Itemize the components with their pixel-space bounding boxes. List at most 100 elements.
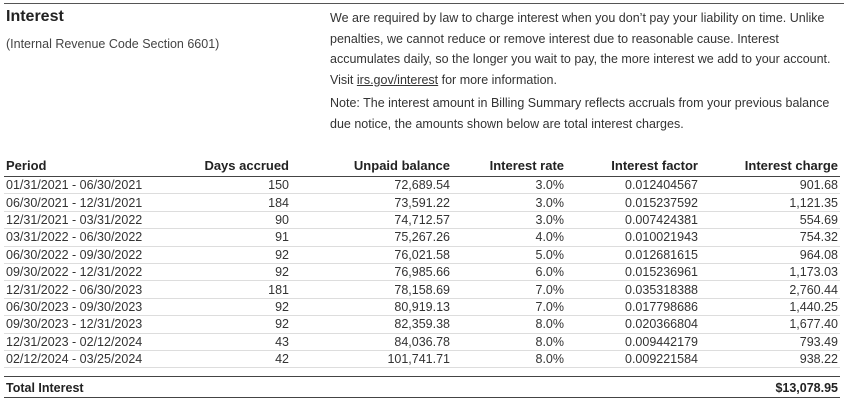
table-cell: 0.012681615 [566,246,700,264]
link[interactable]: irs.gov/interest [356,72,439,87]
table-cell: 0.035318388 [566,280,700,299]
table-cell: 0.015236961 [566,263,700,282]
table-cell: 06/30/2021 - 12/31/2021 [4,193,171,212]
table-cell: 09/30/2022 - 12/31/2022 [4,263,171,282]
column-header: Interest charge [700,156,840,177]
table-cell: 0.017798686 [566,298,700,317]
table-cell: 5.0% [452,246,566,264]
table-cell: 7.0% [452,280,566,299]
table-cell: 8.0% [452,350,566,369]
explanation-text: We are required by law to charge interes… [330,11,831,87]
table-cell: 75,267.26 [291,228,452,247]
table-cell: 0.010021943 [566,228,700,247]
top-rule [4,3,844,4]
table-cell: 1,677.40 [700,315,840,334]
note: Note: The interest amount in Billing Sum… [330,96,830,131]
column-header: Days accrued [171,156,291,177]
total-value: $13,078.95 [700,376,840,399]
table-cell: 76,985.66 [291,263,452,282]
table-cell: 91 [171,228,291,247]
table-row: 06/30/2023 - 09/30/2023 92 80,919.13 7.0% 0.… [4,298,840,317]
table-cell: 793.49 [700,333,840,351]
table-row: 01/31/2021 - 06/30/2021 150 72,689.54 3.0% 0… [4,176,840,195]
table-cell: 74,712.57 [291,211,452,230]
table-cell: 76,021.58 [291,246,452,264]
table-row: 12/31/2022 - 06/30/2023 181 78,158.69 7.0% 0… [4,280,840,299]
table-cell: 3.0% [452,176,566,195]
table-cell: 03/31/2022 - 06/30/2022 [4,228,171,247]
table-cell: 184 [171,193,291,212]
table-cell: 92 [171,246,291,264]
table-cell: 0.009221584 [566,350,700,369]
table-cell: 938.22 [700,350,840,369]
table-cell: 1,121.35 [700,193,840,212]
table-cell: 0.015237592 [566,193,700,212]
table-cell: 92 [171,263,291,282]
table-cell: 80,919.13 [291,298,452,317]
table-cell: 150 [171,176,291,195]
explanation-text: for more information. [438,72,557,87]
column-header: Interest factor [566,156,700,177]
column-header: Unpaid balance [291,156,452,177]
spacer-row [4,368,840,377]
table-cell: 12/31/2023 - 02/12/2024 [4,333,171,351]
table-row: 12/31/2021 - 03/31/2022 90 74,712.57 3.0% 0.… [4,211,840,230]
table-cell: 82,359.38 [291,315,452,334]
table-body: 01/31/2021 - 06/30/2021 150 72,689.54 3.0% 0… [4,176,840,399]
table-cell: 78,158.69 [291,280,452,299]
table-cell: 0.020366804 [566,315,700,334]
table-cell: 3.0% [452,211,566,230]
table-cell: 90 [171,211,291,230]
table-cell: 1,440.25 [700,298,840,317]
table-row: 02/12/2024 - 03/25/2024 42 101,741.71 8.0% 0… [4,350,840,369]
table-row: 06/30/2022 - 09/30/2022 92 76,021.58 5.0% 0.… [4,246,840,264]
total-label: Total Interest [4,376,700,399]
section-title: Interest [6,8,64,25]
table-cell: 1,173.03 [700,263,840,282]
table-cell: 92 [171,315,291,334]
table-cell: 8.0% [452,333,566,351]
table-cell: 8.0% [452,315,566,334]
table-row: 06/30/2021 - 12/31/2021 184 73,591.22 3.0% 0… [4,193,840,212]
table-row: 03/31/2022 - 06/30/2022 91 75,267.26 4.0% 0.… [4,228,840,247]
table-cell: 0.009442179 [566,333,700,351]
table-cell: 06/30/2023 - 09/30/2023 [4,298,171,317]
column-header: Interest rate [452,156,566,177]
table-cell: 3.0% [452,193,566,212]
interest-table: Period Days accrued Unpaid balance Interest… [4,156,840,399]
table-row: 09/30/2022 - 12/31/2022 92 76,985.66 6.0% 0.… [4,263,840,282]
table-cell: 12/31/2021 - 03/31/2022 [4,211,171,230]
table-cell: 4.0% [452,228,566,247]
table-cell: 09/30/2023 - 12/31/2023 [4,315,171,334]
total-row: Total Interest $13,078.95 [4,376,840,399]
table-cell: 6.0% [452,263,566,282]
section-subtitle: (Internal Revenue Code Section 6601) [6,37,220,51]
table-cell: 2,760.44 [700,280,840,299]
table-cell: 7.0% [452,298,566,317]
table-cell: 73,591.22 [291,193,452,212]
table-cell: 554.69 [700,211,840,230]
table-cell: 72,689.54 [291,176,452,195]
table-row: 09/30/2023 - 12/31/2023 92 82,359.38 8.0% 0.… [4,315,840,334]
table-cell: 0.007424381 [566,211,700,230]
table-cell: 43 [171,333,291,351]
table-cell: 92 [171,298,291,317]
table-cell: 42 [171,350,291,369]
table-cell: 84,036.78 [291,333,452,351]
table-cell: 02/12/2024 - 03/25/2024 [4,350,171,369]
table-cell: 964.08 [700,246,840,264]
column-header: Period [4,156,171,177]
table-cell: 101,741.71 [291,350,452,369]
table-cell: 754.32 [700,228,840,247]
spacer-cell [4,368,840,377]
table-row: 12/31/2023 - 02/12/2024 43 84,036.78 8.0% 0.… [4,333,840,351]
header-row: Period Days accrued Unpaid balance Interest… [4,156,840,177]
table-cell: 181 [171,280,291,299]
explanation: We are required by law to charge interes… [330,8,840,90]
table-cell: 12/31/2022 - 06/30/2023 [4,280,171,299]
table-cell: 901.68 [700,176,840,195]
table-cell: 01/31/2021 - 06/30/2021 [4,176,171,195]
table-cell: 06/30/2022 - 09/30/2022 [4,246,171,264]
table-cell: 0.012404567 [566,176,700,195]
